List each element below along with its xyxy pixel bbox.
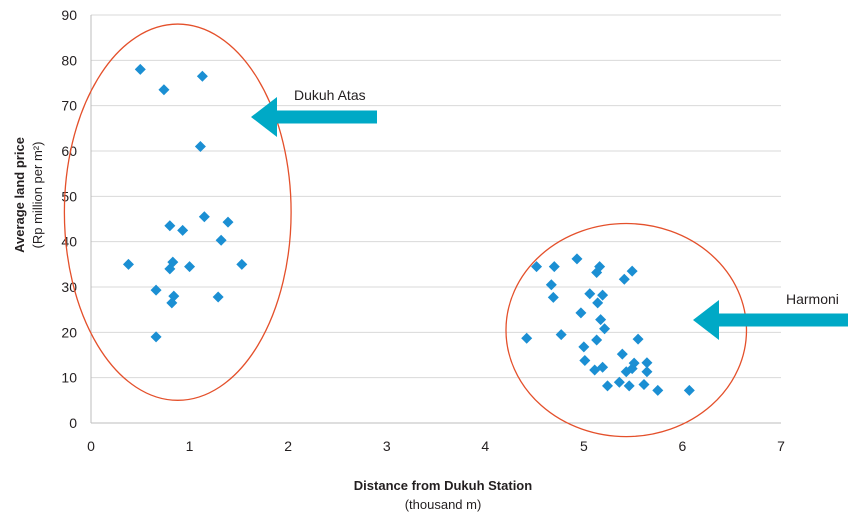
data-point-s2-22 — [613, 376, 625, 388]
data-point-s2-17 — [599, 323, 611, 335]
data-point-s2-15 — [597, 289, 609, 301]
data-point-s1-1 — [134, 63, 146, 75]
data-point-s2-34 — [652, 384, 664, 396]
y-tick-0: 0 — [69, 415, 77, 431]
data-point-s2-21 — [602, 380, 614, 392]
data-point-s2-3 — [545, 279, 557, 291]
data-point-s1-3 — [196, 70, 208, 82]
data-point-s2-13 — [594, 261, 606, 273]
arrow-harmoni — [693, 300, 848, 340]
annotation-arrows — [251, 97, 848, 340]
data-point-s2-29 — [628, 357, 640, 369]
data-point-s1-2 — [158, 84, 170, 96]
y-tick-90: 90 — [61, 7, 77, 23]
y-axis-title: Average land price (Rp million per m²) — [12, 137, 45, 253]
cluster-ellipse-1 — [63, 23, 292, 401]
data-point-s2-27 — [623, 380, 635, 392]
data-point-s2-11 — [584, 288, 596, 300]
x-axis-title-main: Distance from Dukuh Station — [354, 478, 532, 493]
data-point-s2-20 — [597, 361, 609, 373]
data-point-s2-24 — [626, 265, 638, 277]
x-tick-0: 0 — [87, 438, 95, 454]
data-point-s1-5 — [164, 220, 176, 232]
cluster-ellipses — [63, 23, 748, 438]
data-point-s2-4 — [548, 261, 560, 273]
data-point-s2-31 — [638, 378, 650, 390]
y-tick-50: 50 — [61, 188, 77, 204]
data-point-s1-6 — [177, 224, 189, 236]
data-point-s1-13 — [184, 261, 196, 273]
y-tick-20: 20 — [61, 324, 77, 340]
arrow-dukuh-atas — [251, 97, 377, 137]
data-point-s1-10 — [122, 258, 134, 270]
data-points — [122, 63, 695, 396]
data-point-s1-15 — [150, 284, 162, 296]
data-point-s1-8 — [222, 216, 234, 228]
x-axis-title-unit: (thousand m) — [405, 497, 482, 512]
data-point-s1-18 — [212, 291, 224, 303]
x-tick-7: 7 — [777, 438, 785, 454]
data-point-s2-35 — [683, 384, 695, 396]
data-point-s1-14 — [236, 258, 248, 270]
y-tick-80: 80 — [61, 52, 77, 68]
y-tick-70: 70 — [61, 98, 77, 114]
y-axis-title-unit: (Rp million per m²) — [30, 142, 45, 249]
data-point-s1-4 — [194, 140, 206, 152]
data-point-s2-23 — [618, 273, 630, 285]
data-point-s2-10 — [579, 354, 591, 366]
data-point-s2-16 — [595, 314, 607, 326]
x-tick-5: 5 — [580, 438, 588, 454]
data-point-s2-9 — [578, 341, 590, 353]
data-point-s2-1 — [521, 332, 533, 344]
data-point-s2-8 — [575, 307, 587, 319]
y-axis-title-main: Average land price — [12, 137, 27, 253]
data-point-s1-9 — [215, 234, 227, 246]
data-point-s2-18 — [591, 334, 603, 346]
gridlines — [90, 14, 781, 424]
data-point-s1-17 — [166, 297, 178, 309]
data-point-s2-33 — [641, 366, 653, 378]
y-tick-10: 10 — [61, 370, 77, 386]
data-point-s2-7 — [571, 253, 583, 265]
data-point-s2-6 — [555, 329, 567, 341]
x-tick-1: 1 — [186, 438, 194, 454]
x-tick-labels: 0 1 2 3 4 5 6 7 — [87, 438, 785, 454]
data-point-s2-32 — [641, 357, 653, 369]
annotation-dukuh-atas: Dukuh Atas — [294, 87, 366, 103]
y-tick-60: 60 — [61, 143, 77, 159]
data-point-s2-30 — [632, 333, 644, 345]
data-point-s2-14 — [592, 297, 604, 309]
y-tick-40: 40 — [61, 234, 77, 250]
cluster-ellipse-2 — [505, 222, 748, 438]
data-point-s2-2 — [531, 261, 543, 273]
x-tick-4: 4 — [481, 438, 489, 454]
data-point-s2-25 — [616, 348, 628, 360]
x-tick-3: 3 — [383, 438, 391, 454]
data-point-s1-7 — [198, 211, 210, 223]
annotation-harmoni: Harmoni — [786, 291, 839, 307]
data-point-s1-19 — [150, 331, 162, 343]
data-point-s1-12 — [164, 263, 176, 275]
x-tick-2: 2 — [284, 438, 292, 454]
x-tick-6: 6 — [679, 438, 687, 454]
data-point-s2-5 — [547, 291, 559, 303]
